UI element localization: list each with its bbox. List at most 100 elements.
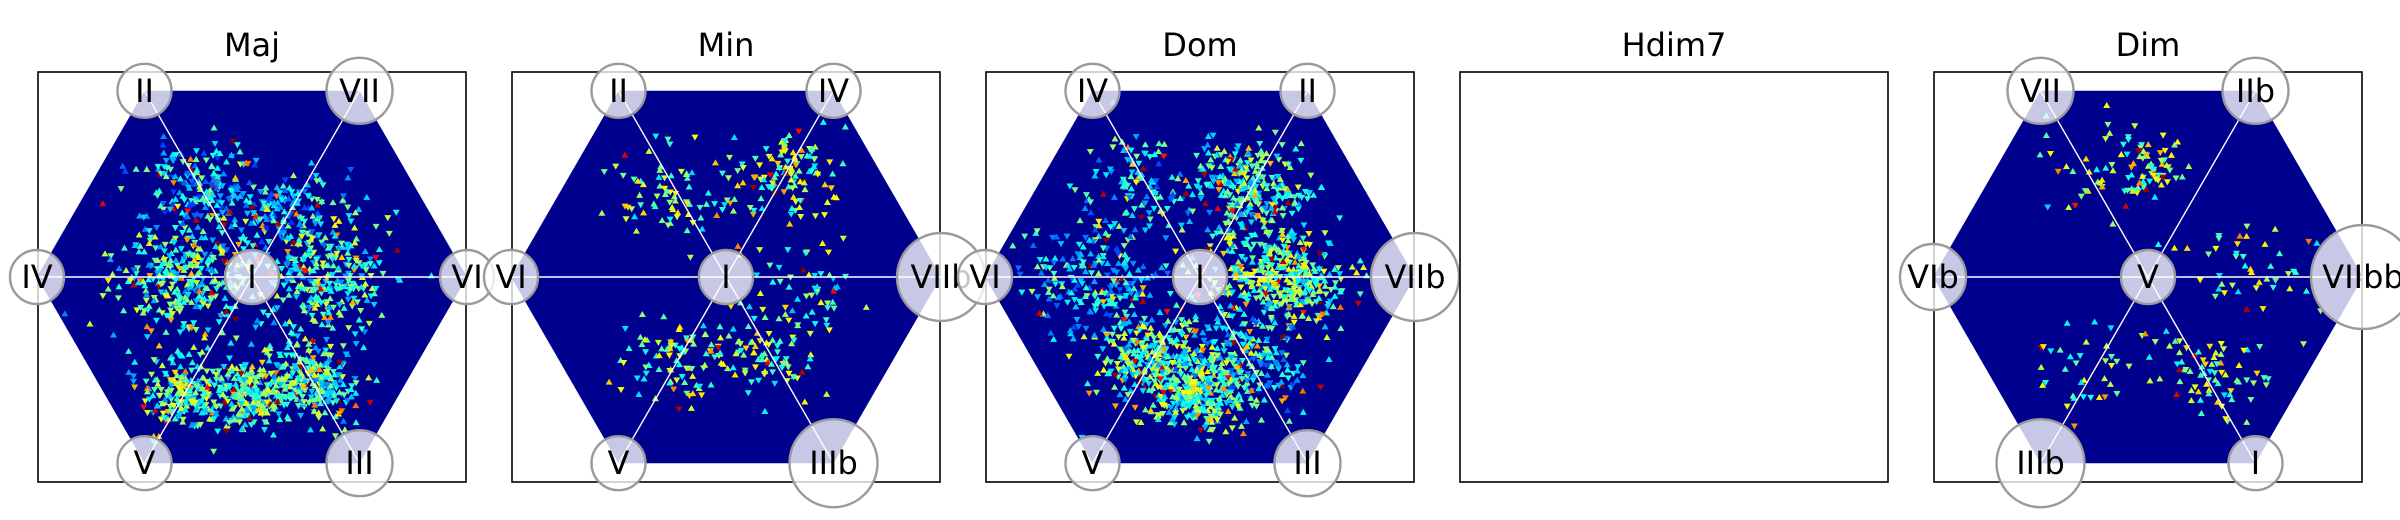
heat-cell xyxy=(187,270,195,277)
heat-cell xyxy=(243,384,251,391)
heat-cell xyxy=(808,145,816,152)
heat-cell xyxy=(176,175,184,182)
heat-cell xyxy=(1113,245,1121,252)
heat-cell xyxy=(329,400,337,407)
heat-cell xyxy=(1266,160,1274,167)
heat-cell xyxy=(300,256,308,263)
heat-cell xyxy=(2182,366,2190,373)
heat-cell xyxy=(308,196,316,203)
heat-cell xyxy=(275,411,283,418)
heat-cell xyxy=(311,401,319,408)
heat-cell xyxy=(1317,384,1325,391)
heat-cell xyxy=(2104,121,2112,128)
heat-cell xyxy=(656,182,664,189)
heat-cell xyxy=(164,389,172,396)
heat-cell xyxy=(2253,370,2261,377)
heat-cell xyxy=(136,212,144,219)
heat-cell xyxy=(1220,380,1228,387)
heat-cell xyxy=(1103,259,1111,266)
heat-cell xyxy=(698,225,706,232)
heat-cell xyxy=(370,262,378,269)
heat-cell xyxy=(2127,164,2135,171)
heat-cell xyxy=(1130,311,1138,318)
heat-cell xyxy=(683,200,691,207)
heat-cell xyxy=(349,285,357,292)
heat-cell xyxy=(350,262,358,269)
heat-cell xyxy=(1110,278,1118,285)
heat-cell xyxy=(167,307,175,314)
heat-cell xyxy=(1290,312,1298,319)
heat-cell xyxy=(246,382,254,389)
heat-cell xyxy=(247,366,255,373)
heat-cell xyxy=(2186,367,2194,374)
heat-cell xyxy=(776,278,784,285)
heat-cell xyxy=(2141,330,2149,337)
heat-cell xyxy=(1127,185,1135,192)
heat-cell xyxy=(201,204,209,211)
heat-cell xyxy=(687,404,695,411)
heat-cell xyxy=(1240,310,1248,317)
heat-cell xyxy=(179,192,187,199)
heat-cell xyxy=(1106,166,1114,173)
heat-cell xyxy=(1119,319,1127,326)
heat-cell xyxy=(1063,233,1071,240)
heat-cell xyxy=(1283,407,1291,414)
heat-cell xyxy=(204,327,212,334)
heat-cell xyxy=(675,325,683,332)
node-circle xyxy=(8,248,66,306)
heat-cell xyxy=(699,322,707,329)
heat-cell xyxy=(1283,276,1291,283)
heat-cell xyxy=(1260,396,1268,403)
heat-cell xyxy=(1238,210,1246,217)
heat-cell xyxy=(1168,173,1176,180)
heat-cell xyxy=(721,202,729,209)
heat-cell xyxy=(1105,300,1113,307)
heat-cell xyxy=(1177,222,1185,229)
heat-cell xyxy=(324,244,332,251)
heat-cell xyxy=(1326,298,1334,305)
heat-cell xyxy=(202,177,210,184)
heat-cell xyxy=(125,368,133,375)
heat-cell xyxy=(1154,343,1162,350)
heat-cell xyxy=(1292,271,1300,278)
heat-cell xyxy=(260,388,268,396)
heat-cell xyxy=(781,137,789,145)
heat-cell xyxy=(1256,140,1264,148)
heat-cell xyxy=(1091,293,1099,300)
heat-cell xyxy=(341,426,349,433)
heat-cell xyxy=(198,409,206,416)
heat-cell xyxy=(724,365,732,372)
heat-cell xyxy=(1158,401,1166,408)
heat-cell xyxy=(768,155,776,162)
heat-cell xyxy=(2173,361,2181,368)
heat-cell xyxy=(355,205,363,212)
heat-cell xyxy=(110,331,118,338)
heat-cell xyxy=(1321,277,1329,284)
heat-cell xyxy=(212,404,220,411)
heat-cell xyxy=(2154,172,2162,179)
heat-cell xyxy=(1243,347,1251,354)
heat-cell xyxy=(131,358,139,365)
heat-cell xyxy=(1320,268,1328,275)
heat-cell xyxy=(270,401,278,408)
heat-cell xyxy=(1200,171,1208,178)
heat-cell xyxy=(264,385,272,392)
heat-cell xyxy=(716,349,724,356)
heat-cell xyxy=(259,309,267,316)
heat-cell xyxy=(2171,337,2179,344)
heat-cell xyxy=(789,149,797,156)
heat-cell xyxy=(2107,325,2115,332)
heat-cell xyxy=(144,307,152,314)
heat-cell xyxy=(281,385,289,392)
heat-cell xyxy=(143,384,151,391)
heat-cell xyxy=(293,288,301,295)
heat-cell xyxy=(650,200,658,207)
heat-cell xyxy=(195,194,203,201)
heat-cell xyxy=(749,211,757,218)
heat-cell xyxy=(1262,291,1270,298)
heat-cell xyxy=(131,384,139,391)
heat-cell xyxy=(159,201,167,208)
heat-cell xyxy=(1197,369,1205,376)
heat-cell xyxy=(322,279,330,286)
heat-cell xyxy=(1169,190,1177,197)
